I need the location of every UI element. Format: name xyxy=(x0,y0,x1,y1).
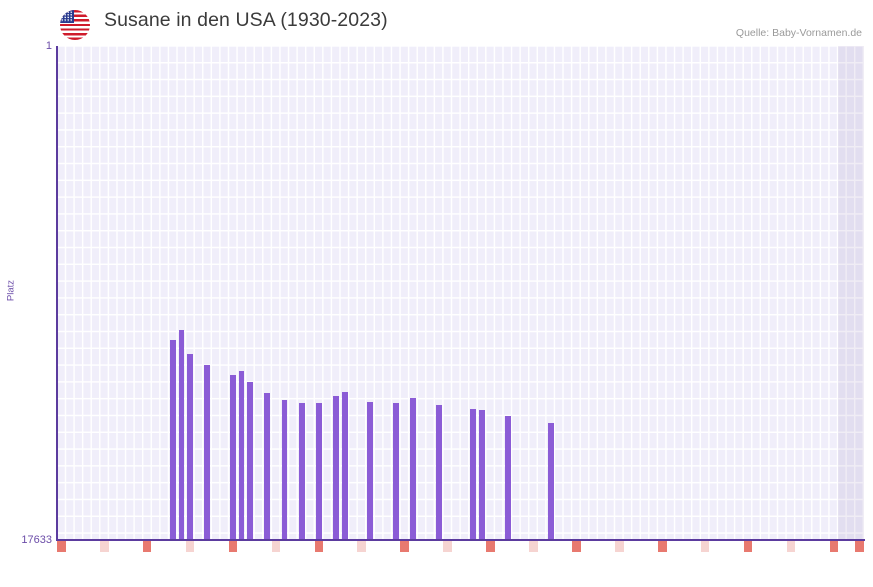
bar-1947[interactable] xyxy=(204,365,211,540)
bar-1978[interactable] xyxy=(470,408,477,540)
bar-1952[interactable] xyxy=(247,382,254,540)
plot-gridlines xyxy=(57,46,864,540)
x-tick-1995 xyxy=(615,541,624,552)
bar-1958[interactable] xyxy=(298,403,305,540)
bar-1945[interactable] xyxy=(187,354,193,540)
bar-1971[interactable] xyxy=(410,397,417,540)
bar-1950[interactable] xyxy=(230,375,236,540)
chart-header: Susane in den USA (1930-2023) Quelle: Ba… xyxy=(0,0,873,44)
x-tick-1980 xyxy=(486,541,495,552)
x-tick-2000 xyxy=(657,541,667,552)
bar-1954[interactable] xyxy=(264,393,271,540)
x-tick-2005 xyxy=(700,541,710,552)
x-tick-2015 xyxy=(786,541,796,552)
bar-1969[interactable] xyxy=(393,403,400,540)
us-flag-icon xyxy=(60,10,90,40)
source-attribution: Quelle: Baby-Vornamen.de xyxy=(735,27,862,39)
bar-1966[interactable] xyxy=(367,401,374,540)
bar-series xyxy=(57,46,864,540)
x-axis-ticks xyxy=(57,541,864,552)
x-tick-1970 xyxy=(400,541,409,552)
x-tick-1955 xyxy=(271,541,281,552)
bar-1960[interactable] xyxy=(315,403,322,540)
bar-1982[interactable] xyxy=(504,415,511,540)
y-axis-title: Platz xyxy=(5,279,17,302)
bar-1974[interactable] xyxy=(436,404,442,540)
y-axis-line xyxy=(56,46,58,540)
bar-1979[interactable] xyxy=(479,410,485,540)
x-tick-1945 xyxy=(185,541,195,552)
x-tick-1930 xyxy=(57,541,66,552)
x-axis-labels xyxy=(57,555,864,579)
x-tick-2020 xyxy=(829,541,839,552)
x-tick-1965 xyxy=(357,541,367,552)
plot-area xyxy=(57,46,864,540)
page-title: Susane in den USA (1930-2023) xyxy=(104,9,388,31)
x-tick-1950 xyxy=(228,541,238,552)
x-tick-2010 xyxy=(743,541,753,552)
y-axis-bottom-label: 17633 xyxy=(21,534,52,546)
bar-1944[interactable] xyxy=(178,330,185,540)
x-tick-1985 xyxy=(529,541,538,552)
x-axis-line xyxy=(56,539,865,541)
x-tick-1935 xyxy=(99,541,109,552)
x-tick-2023 xyxy=(855,541,864,552)
bar-1956[interactable] xyxy=(281,400,288,540)
bar-1943[interactable] xyxy=(169,340,176,540)
bar-1963[interactable] xyxy=(341,392,348,540)
y-axis-top-label: 1 xyxy=(45,40,52,52)
bar-1987[interactable] xyxy=(547,422,554,540)
x-tick-1990 xyxy=(572,541,581,552)
x-tick-1975 xyxy=(443,541,452,552)
x-tick-1940 xyxy=(142,541,152,552)
x-tick-1960 xyxy=(314,541,324,552)
bar-1962[interactable] xyxy=(333,396,339,540)
bar-1951[interactable] xyxy=(238,370,245,540)
flag-canton xyxy=(60,10,74,23)
